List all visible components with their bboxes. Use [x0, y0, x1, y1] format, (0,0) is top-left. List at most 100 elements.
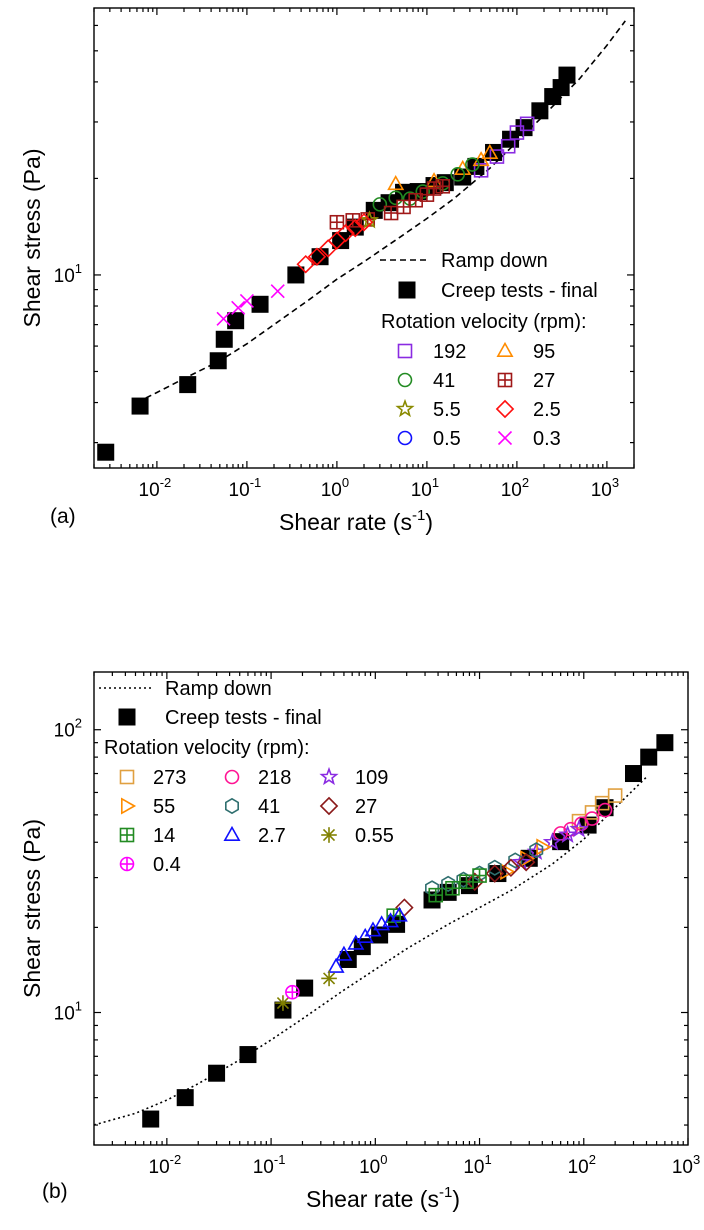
series-point — [516, 852, 536, 872]
legend-ramp-label: Ramp down — [165, 678, 272, 700]
legend-marker-41 — [397, 372, 413, 388]
series-point — [396, 199, 411, 215]
legend-b: Ramp down Creep tests - final Rotation vel… — [99, 678, 394, 876]
legend-heading: Rotation velocity (rpm): — [104, 737, 310, 759]
legend-label-2.5: 2.5 — [533, 399, 561, 421]
series-point — [536, 838, 552, 856]
x-tick-label: 103 — [591, 475, 619, 501]
panel-label: (b) — [42, 1180, 68, 1203]
series-point — [372, 197, 388, 212]
series-point — [569, 819, 589, 838]
legend-heading: Rotation velocity (rpm): — [381, 311, 587, 333]
series-point — [359, 210, 380, 229]
series-218 — [553, 802, 613, 841]
series-5.5 — [359, 210, 380, 229]
panel-a: 10-2 10-1 100 101 102 103 101 Shear rate (s-1) S… — [19, 7, 635, 535]
legend-marker-27 — [497, 372, 513, 388]
creep-point — [287, 266, 305, 284]
series-2.7 — [327, 906, 408, 973]
y-axis-ticks — [94, 24, 634, 444]
legend-label-273: 273 — [153, 767, 186, 789]
series-point — [465, 157, 480, 172]
series-point — [481, 143, 499, 160]
plot-area — [94, 734, 674, 1128]
series-point — [509, 125, 525, 140]
legend-label-95: 95 — [533, 341, 555, 363]
y-tick-label: 101 — [54, 999, 82, 1025]
series-point — [529, 842, 544, 859]
legend-label-41: 41 — [433, 370, 455, 392]
x-axis-title: Shear rate (s-1) — [306, 1184, 460, 1212]
series-point — [472, 868, 487, 883]
creep-point — [531, 102, 549, 120]
series-point — [387, 175, 405, 191]
series-point — [542, 832, 563, 851]
series-point — [307, 247, 327, 266]
panel-label: (a) — [50, 505, 76, 528]
legend-label-0.4: 0.4 — [153, 854, 181, 876]
series-point — [500, 138, 516, 154]
series-2.5 — [296, 212, 374, 274]
y-tick-label: 101 — [54, 261, 82, 287]
series-point — [450, 167, 466, 182]
x-tick-label: 100 — [321, 475, 349, 501]
creep-point — [209, 352, 227, 370]
series-point — [501, 858, 521, 878]
y-axis-ticks — [94, 729, 688, 1126]
series-point — [390, 906, 408, 922]
legend-a: Ramp down Creep tests - final Rotation vel… — [380, 250, 598, 450]
creep-point — [208, 1064, 226, 1082]
series-point — [285, 984, 300, 1000]
x-tick-label: 102 — [568, 1152, 596, 1178]
series-point — [388, 190, 403, 206]
creep-point — [97, 443, 115, 461]
legend-marker-95 — [496, 341, 514, 358]
legend-label-14: 14 — [153, 825, 175, 847]
series-point — [329, 214, 345, 230]
creep-point — [625, 765, 643, 783]
legend-label-27: 27 — [355, 796, 377, 818]
x-tick-label: 103 — [672, 1152, 700, 1178]
y-axis-title: Shear stress (Pa) — [19, 149, 45, 328]
legend-marker-0.55 — [321, 827, 337, 843]
x-tick-label: 101 — [463, 1152, 491, 1178]
legend-creep-marker — [118, 708, 136, 726]
legend-marker-14 — [119, 827, 135, 843]
series-point — [321, 970, 337, 987]
y-axis-title: Shear stress (Pa) — [19, 819, 45, 998]
x-tick-label: 10-1 — [253, 1152, 286, 1178]
series-point — [395, 898, 414, 917]
legend-marker-109 — [319, 766, 339, 786]
legend-marker-218 — [224, 769, 240, 785]
y-tick-label: 102 — [54, 716, 82, 742]
series-point — [239, 293, 254, 308]
x-tick-label: 102 — [501, 475, 529, 501]
legend-creep-marker — [398, 281, 416, 299]
series-point — [584, 811, 600, 826]
legend-creep-label: Creep tests - final — [165, 707, 322, 729]
series-point — [428, 887, 444, 903]
legend-label-0.55: 0.55 — [355, 825, 394, 847]
legend-marker-2.5 — [495, 399, 515, 419]
series-point — [426, 181, 442, 196]
legend-marker-2.7 — [223, 825, 241, 842]
creep-point — [215, 330, 233, 348]
legend-marker-27 — [319, 796, 339, 816]
legend-label-55: 55 — [153, 796, 175, 818]
legend-creep-label: Creep tests - final — [441, 280, 598, 302]
series-0.3 — [216, 284, 285, 326]
series-point — [607, 788, 623, 803]
creep-point — [131, 397, 149, 415]
panel-b: 10-2 10-1 100 101 102 103 101 102 Shear rate (s-… — [19, 671, 700, 1212]
creep-point — [142, 1110, 160, 1128]
series-point — [489, 149, 505, 164]
legend-label-192: 192 — [433, 341, 466, 363]
legend-label-2.7: 2.7 — [258, 825, 286, 847]
series-point — [335, 945, 353, 961]
legend-label-5.5: 5.5 — [433, 399, 461, 421]
creep-point — [239, 1046, 257, 1064]
legend-label-0.3: 0.3 — [533, 428, 561, 450]
series-point — [558, 824, 578, 843]
series-point — [456, 871, 471, 888]
